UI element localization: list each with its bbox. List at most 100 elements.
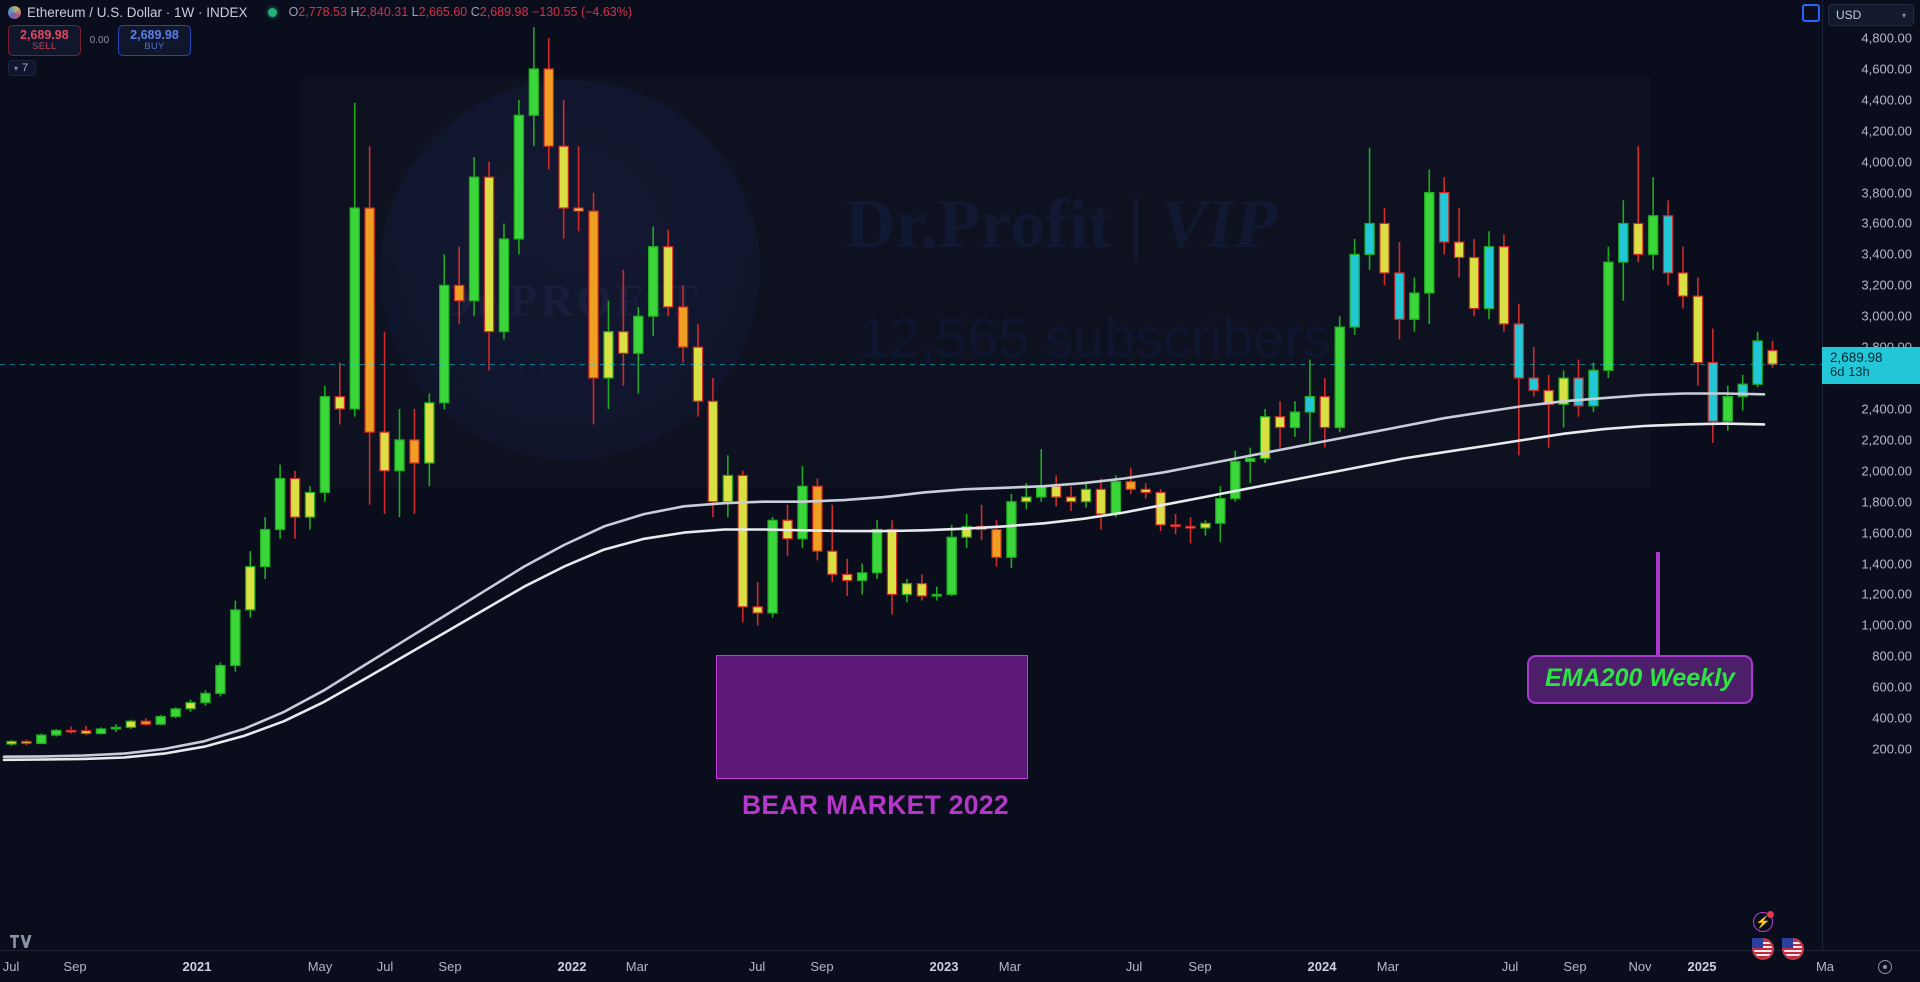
candle[interactable] [1289, 401, 1301, 437]
candle[interactable] [633, 306, 644, 394]
candle[interactable] [692, 323, 704, 417]
candle[interactable] [185, 699, 196, 712]
candle[interactable] [1558, 370, 1569, 428]
candle[interactable] [379, 331, 390, 515]
candle[interactable] [424, 393, 435, 487]
candle[interactable] [230, 600, 241, 672]
candle[interactable] [603, 300, 614, 409]
candle[interactable] [439, 254, 450, 409]
candle[interactable] [618, 269, 629, 386]
candle[interactable] [1006, 493, 1017, 569]
candle[interactable] [200, 690, 211, 706]
candle[interactable] [767, 517, 778, 618]
bear-market-label[interactable]: BEAR MARKET 2022 [742, 790, 1009, 820]
candle[interactable] [1259, 408, 1271, 464]
fullscreen-icon[interactable] [1802, 4, 1820, 22]
candle[interactable] [21, 739, 32, 746]
candle[interactable] [394, 408, 405, 518]
candle[interactable] [1498, 234, 1510, 332]
time-axis[interactable]: Jul Sep 2021 May Jul Sep 2022 Mar Jul Sep 2023 Mar J… [0, 950, 1920, 982]
candle[interactable] [1438, 177, 1450, 255]
candle[interactable] [1394, 242, 1405, 340]
candle[interactable] [409, 408, 420, 515]
candle[interactable] [1513, 303, 1525, 456]
candle[interactable] [1185, 517, 1196, 544]
candle[interactable] [1662, 200, 1674, 286]
candle[interactable] [51, 728, 62, 737]
candle[interactable] [170, 707, 181, 719]
candle[interactable] [1274, 401, 1286, 448]
candle[interactable] [946, 524, 957, 596]
candle[interactable] [334, 362, 346, 425]
candle[interactable] [827, 504, 838, 583]
candle[interactable] [80, 725, 92, 736]
candle[interactable] [842, 558, 853, 596]
candle[interactable] [737, 470, 748, 623]
candle[interactable] [6, 740, 17, 746]
tradingview-logo-icon[interactable] [10, 935, 32, 948]
candle[interactable] [1528, 347, 1539, 397]
candle[interactable] [65, 726, 77, 734]
candle[interactable] [364, 146, 375, 505]
chart-plot-area[interactable]: Dr.PROFIT CRYPTO INVESTMENT CHANNEL Dr.P… [0, 0, 1822, 950]
candle[interactable] [528, 27, 540, 147]
us-flag-event-icon-1[interactable] [1752, 938, 1774, 960]
candle[interactable] [1065, 486, 1077, 511]
ema200-callout[interactable]: EMA200 Weekly [1527, 655, 1753, 704]
symbol-title[interactable]: Ethereum / U.S. Dollar · 1W · INDEX [27, 4, 248, 20]
candle[interactable] [498, 223, 510, 340]
candle[interactable] [483, 161, 495, 371]
bear-market-rectangle[interactable] [716, 655, 1028, 779]
candle[interactable] [1170, 514, 1181, 535]
us-flag-event-icon-2[interactable] [1782, 938, 1804, 960]
candle[interactable] [886, 520, 898, 615]
candle[interactable] [304, 486, 316, 530]
candle[interactable] [1632, 146, 1644, 263]
candle[interactable] [976, 504, 987, 541]
candle[interactable] [155, 714, 166, 726]
candle[interactable] [1603, 246, 1614, 379]
candle[interactable] [1453, 208, 1465, 278]
candle[interactable] [573, 146, 584, 232]
contracts-selector[interactable]: ▾ 7 [8, 60, 37, 77]
candle[interactable] [1573, 359, 1584, 417]
candle[interactable] [1468, 238, 1480, 317]
candle[interactable] [125, 719, 137, 729]
candle[interactable] [707, 378, 719, 518]
candle[interactable] [722, 455, 734, 518]
current-price-tag[interactable]: 2,689.98 6d 13h [1822, 347, 1920, 384]
candle[interactable] [812, 478, 823, 561]
candle[interactable] [110, 724, 122, 732]
candle[interactable] [1050, 475, 1062, 507]
candle[interactable] [1409, 277, 1420, 332]
candle[interactable] [1110, 475, 1122, 518]
candle[interactable] [513, 99, 525, 255]
candle[interactable] [1349, 238, 1360, 335]
candle[interactable] [1752, 331, 1763, 388]
candle[interactable] [1200, 520, 1211, 536]
candle[interactable] [1424, 169, 1435, 324]
candle[interactable] [1677, 246, 1689, 309]
candle[interactable] [797, 466, 808, 549]
candle[interactable] [1364, 147, 1375, 270]
candle[interactable] [1588, 362, 1599, 413]
candle[interactable] [856, 563, 868, 595]
candle[interactable] [543, 38, 554, 170]
candle[interactable] [1618, 200, 1629, 301]
candle[interactable] [961, 514, 972, 549]
candle[interactable] [1095, 478, 1107, 530]
candle[interactable] [453, 246, 465, 324]
candle[interactable] [1379, 208, 1390, 286]
candle[interactable] [95, 727, 107, 735]
candle[interactable] [1483, 231, 1495, 320]
candle[interactable] [245, 551, 256, 618]
candle[interactable] [588, 192, 599, 425]
candle[interactable] [289, 470, 301, 539]
candle[interactable] [1319, 378, 1331, 448]
candle[interactable] [1036, 449, 1047, 502]
sell-button[interactable]: 2,689.98 SELL [8, 25, 81, 57]
candle[interactable] [349, 102, 360, 417]
candle[interactable] [36, 733, 47, 745]
candle[interactable] [140, 718, 152, 726]
candle[interactable] [1215, 486, 1226, 542]
